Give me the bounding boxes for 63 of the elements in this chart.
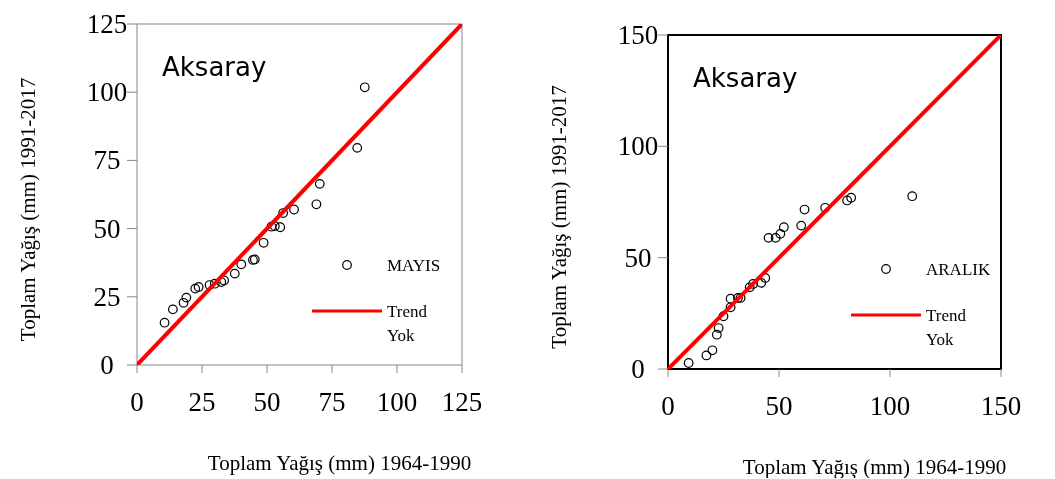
point [701,350,712,361]
y-tick-label: 0 [100,350,114,380]
point [778,222,789,233]
x-tick-label: 50 [765,391,793,421]
point [314,178,325,189]
point [796,220,807,231]
x-tick-label: 50 [253,387,281,417]
y-tick-label: 50 [93,213,121,244]
y-tick-label: 25 [93,281,121,312]
point [711,329,722,340]
point [311,199,322,210]
x-axis-title: Toplam Yağış (mm) 1964-1990 [207,451,472,475]
point [167,304,178,315]
x-tick-label: 25 [188,387,216,417]
y-tick-label: 75 [93,145,121,176]
point [229,268,240,279]
point [725,302,736,313]
point [846,192,857,203]
point [907,191,918,202]
y-tick-label: 125 [86,9,128,39]
legend-label: ARALIK [926,260,991,279]
x-tick-label: 100 [376,387,418,417]
y-tick-label: 50 [624,242,652,273]
point [352,142,363,153]
y-tick-label: 150 [617,20,659,50]
point [748,279,758,289]
point [718,311,729,322]
point [178,297,189,308]
point [799,204,810,215]
y-tick-label: 100 [86,77,128,108]
x-tick-label: 150 [980,391,1022,421]
point [707,345,718,356]
y-tick-label: 0 [631,354,645,384]
point [725,293,736,304]
point [275,222,286,233]
x-tick-label: 75 [318,387,346,417]
point [278,208,289,218]
x-tick-label: 100 [869,391,911,421]
point [258,237,269,248]
point [209,278,220,289]
point [181,292,192,303]
point [159,317,170,328]
legend-label: Trend Yok [387,302,428,345]
x-axis-title: Toplam Yağış (mm) 1964-1990 [742,455,1007,479]
legend-label: MAYIS [387,256,441,275]
x-tick-label: 125 [441,387,483,417]
point [775,228,786,239]
point [842,195,853,206]
text: Aksaray [693,63,798,93]
point [359,82,370,93]
point [236,259,247,270]
point [713,323,724,333]
text: Aksaray [162,52,267,82]
point [683,358,694,368]
y-axis-title: Toplam Yağış (mm) 1991-2017 [547,85,571,349]
y-tick-label: 100 [617,131,659,162]
point [756,277,767,288]
legend-label: Trend Yok [926,306,967,349]
point [770,232,781,243]
point [763,232,774,243]
point [744,282,755,293]
y-axis-title: Toplam Yağış (mm) 1991-2017 [16,77,40,342]
point [289,204,299,215]
